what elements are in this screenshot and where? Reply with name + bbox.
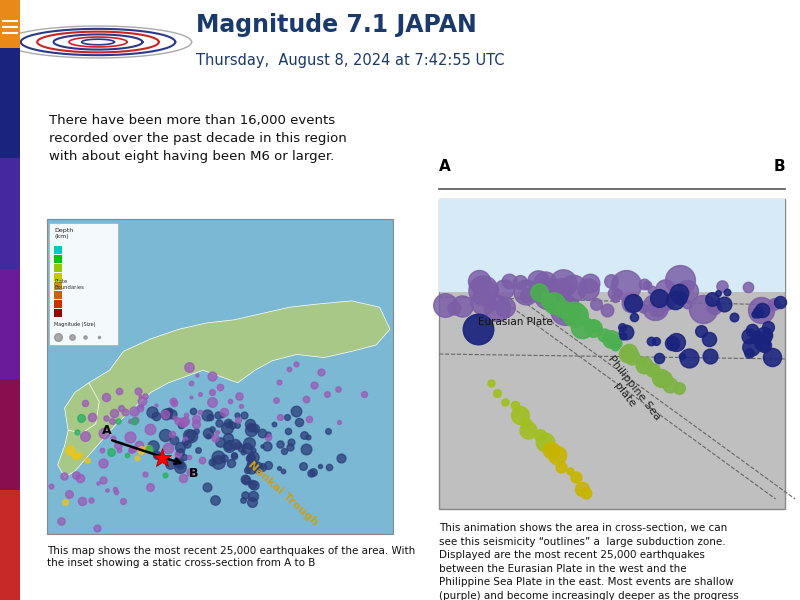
- Text: A: A: [102, 424, 111, 437]
- Bar: [54, 273, 62, 281]
- Text: Philippine Sea
plate: Philippine Sea plate: [597, 353, 662, 429]
- Text: This animation shows the area in cross-section, we can
see this seismicity “outl: This animation shows the area in cross-s…: [439, 523, 739, 600]
- Text: Magnitude 7.1 JAPAN: Magnitude 7.1 JAPAN: [195, 13, 476, 37]
- Text: This map shows the most recent 25,000 earthquakes of the area. With
the inset sh: This map shows the most recent 25,000 ea…: [47, 546, 415, 568]
- Bar: [54, 246, 62, 254]
- Bar: [0, 48, 20, 158]
- Bar: [0, 490, 20, 600]
- Bar: [0, 158, 20, 269]
- Bar: [54, 264, 62, 272]
- Polygon shape: [58, 301, 390, 478]
- Bar: [0, 0, 20, 48]
- Text: There have been more than 16,000 events
recorded over the past decade in this re: There have been more than 16,000 events …: [50, 114, 347, 163]
- Bar: [0, 269, 20, 379]
- Bar: [439, 199, 786, 292]
- Text: Thursday,  August 8, 2024 at 7:42:55 UTC: Thursday, August 8, 2024 at 7:42:55 UTC: [195, 53, 504, 68]
- Bar: [54, 309, 62, 317]
- Text: Depth
(km): Depth (km): [54, 228, 74, 239]
- Bar: [439, 199, 786, 509]
- Text: B: B: [189, 467, 198, 480]
- Polygon shape: [65, 383, 99, 433]
- Text: B: B: [774, 159, 786, 174]
- Bar: [47, 219, 394, 534]
- Bar: [0, 379, 20, 490]
- Text: Eurasian Plate: Eurasian Plate: [478, 317, 553, 327]
- Text: Plate
Boundaries: Plate Boundaries: [54, 279, 84, 290]
- FancyBboxPatch shape: [50, 223, 118, 345]
- Bar: [54, 300, 62, 308]
- Bar: [54, 282, 62, 290]
- Bar: [54, 255, 62, 263]
- Bar: [54, 291, 62, 299]
- Text: A: A: [439, 159, 451, 174]
- Text: Magnitude (Size): Magnitude (Size): [54, 322, 96, 327]
- Text: Nankai Trough: Nankai Trough: [246, 459, 319, 527]
